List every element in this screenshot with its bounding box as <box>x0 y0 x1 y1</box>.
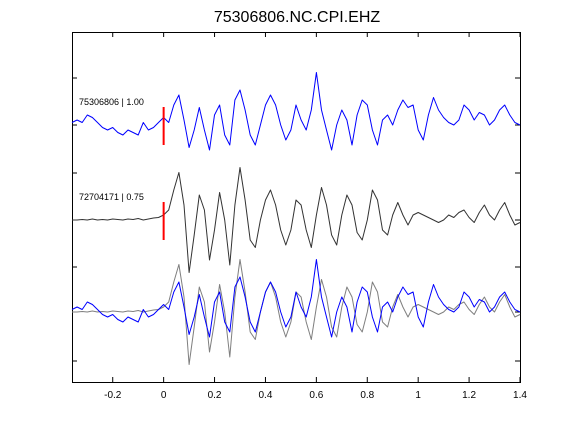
trace-correlated <box>72 167 521 273</box>
x-tick-label: 1 <box>415 390 421 401</box>
trace-master <box>71 72 521 151</box>
x-tick-label: 0.2 <box>208 390 222 401</box>
chart-title: 75306806.NC.CPI.EHZ <box>214 9 381 26</box>
x-tick-label: 0 <box>161 390 167 401</box>
x-tick-label: 0.6 <box>309 390 323 401</box>
trace-label-master: 75306806 | 1.00 <box>79 97 144 107</box>
x-tick-label: 0.4 <box>259 390 273 401</box>
plot-content: 75306806 | 1.00 72704171 | 0.75 <box>71 72 521 365</box>
x-tick-label: 1.2 <box>462 390 476 401</box>
x-tick-label: 1.4 <box>513 390 527 401</box>
x-axis: -0.2 0 0.2 0.4 0.6 0.8 1 1.2 1.4 <box>104 32 527 401</box>
x-tick-label: -0.2 <box>104 390 122 401</box>
plot-area <box>72 32 521 383</box>
x-tick-label: 0.8 <box>360 390 374 401</box>
trace-label-correlated: 72704171 | 0.75 <box>79 192 144 202</box>
overlay-trace-master <box>71 259 521 338</box>
